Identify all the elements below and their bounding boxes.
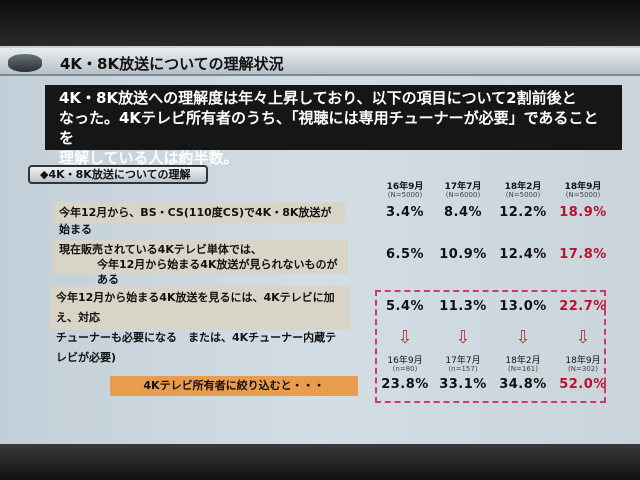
- slide: 4K・8K放送についての理解状況 4K・8K放送への理解度は年々上昇しており、以…: [0, 46, 640, 444]
- summary-line: なった。4Kテレビ所有者のうち、「視聴には専用チューナーが必要」であることを: [59, 109, 599, 147]
- section-label: ◆4K・8K放送についての理解: [28, 165, 208, 184]
- slide-header: 4K・8K放送についての理解状況: [0, 48, 640, 76]
- owner-sample-size: (N=161): [508, 365, 538, 373]
- highlight-box: [375, 290, 606, 403]
- down-arrow-icon: ⇩: [397, 327, 413, 348]
- background-top: [0, 0, 640, 46]
- question-2: 現在販売されている4Kテレビ単体では、 今年12月から始まる4K放送が見られない…: [53, 240, 348, 286]
- down-arrow-icon: ⇩: [575, 327, 591, 348]
- question-1: 今年12月から、BS・CS(110度CS)で4K・8K放送が始まる: [53, 202, 345, 236]
- value-cell: 11.3%: [439, 299, 487, 314]
- column-sample-size: (N=6000): [445, 191, 481, 199]
- value-cell: 18.9%: [559, 205, 607, 220]
- column-header: 18年9月: [564, 182, 602, 192]
- owner-sample-size: (n=80): [392, 365, 418, 373]
- question-text: 今年12月から始まる4K放送が見られないものがある: [97, 258, 338, 286]
- slide-title: 4K・8K放送についての理解状況: [60, 55, 284, 73]
- owner-value-cell: 34.8%: [499, 377, 547, 392]
- summary-line: 4K・8K放送への理解度は年々上昇しており、以下の項目について2割前後と: [59, 89, 577, 107]
- value-cell: 22.7%: [559, 299, 607, 314]
- column-sample-size: (N=5000): [387, 191, 423, 199]
- column-header: 17年7月: [444, 182, 482, 192]
- owner-column-header: 17年7月: [445, 356, 481, 366]
- owner-value-cell: 23.8%: [381, 377, 429, 392]
- owner-sample-size: (N=302): [568, 365, 598, 373]
- down-arrow-icon: ⇩: [515, 327, 531, 348]
- question-text: チューナーも必要になる または、4Kチューナー内蔵テレビが必要): [56, 331, 337, 364]
- column-header: 18年2月: [504, 182, 542, 192]
- column-sample-size: (N=5000): [505, 191, 541, 199]
- owner-column-header: 16年9月: [387, 356, 423, 366]
- question-text: 今年12月から、BS・CS(110度CS)で4K・8K放送が始まる: [59, 206, 332, 236]
- column-header: 16年9月: [386, 182, 424, 192]
- value-cell: 12.4%: [499, 247, 547, 262]
- value-cell: 17.8%: [559, 247, 607, 262]
- question-text: 現在販売されている4Kテレビ単体では、: [59, 243, 262, 256]
- owner-column-header: 18年9月: [565, 356, 601, 366]
- value-cell: 3.4%: [385, 205, 425, 220]
- question-3: 今年12月から始まる4K放送を見るには、4Kテレビに加え、対応 チューナーも必要…: [50, 286, 350, 364]
- owner-column-header: 18年2月: [505, 356, 541, 366]
- value-cell: 13.0%: [499, 299, 547, 314]
- column-sample-size: (N=5000): [565, 191, 601, 199]
- owner-sample-size: (n=157): [448, 365, 478, 373]
- summary-line: 理解している人は約半数。: [59, 149, 239, 167]
- summary-box: 4K・8K放送への理解度は年々上昇しており、以下の項目について2割前後と なった…: [45, 85, 622, 167]
- value-cell: 6.5%: [385, 247, 425, 262]
- value-cell: 8.4%: [443, 205, 483, 220]
- disc-icon: [8, 54, 42, 72]
- value-cell: 10.9%: [439, 247, 487, 262]
- owner-value-cell: 33.1%: [439, 377, 487, 392]
- background-bottom: [0, 444, 640, 480]
- down-arrow-icon: ⇩: [455, 327, 471, 348]
- owners-label: 4Kテレビ所有者に絞り込むと・・・: [110, 376, 358, 396]
- value-cell: 12.2%: [499, 205, 547, 220]
- owner-value-cell: 52.0%: [559, 377, 607, 392]
- question-text: 今年12月から始まる4K放送を見るには、4Kテレビに加え、対応: [56, 291, 335, 324]
- value-cell: 5.4%: [385, 299, 425, 314]
